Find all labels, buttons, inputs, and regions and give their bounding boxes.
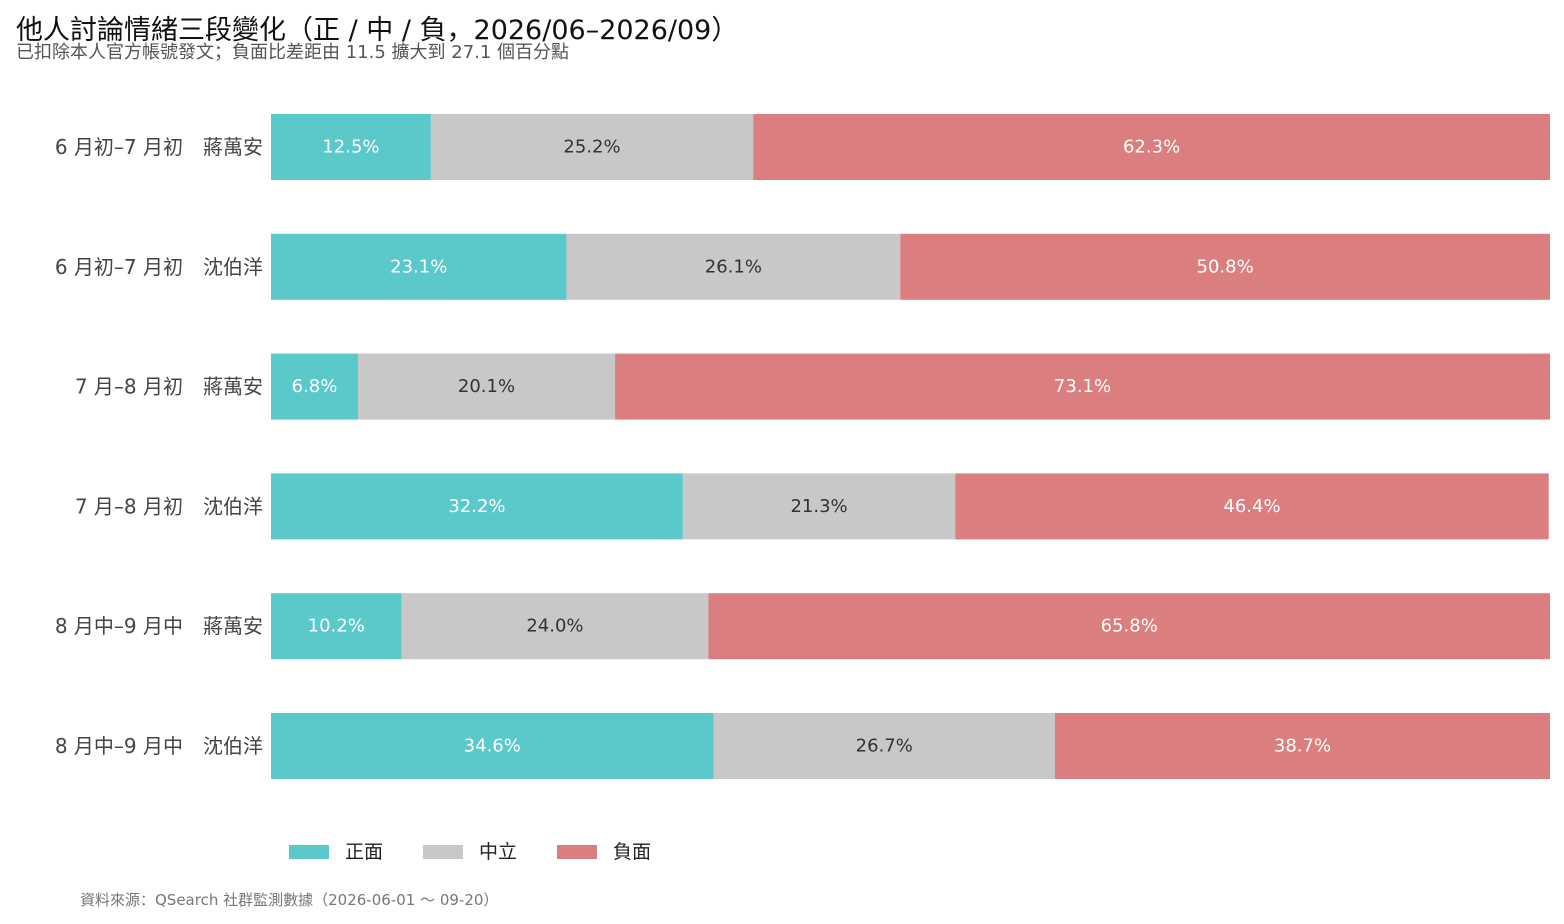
bar-segment	[271, 233, 567, 300]
bar-segment	[430, 114, 754, 180]
legend-swatch	[289, 845, 329, 859]
bar-segment	[708, 593, 1550, 660]
bar-segment	[615, 353, 1550, 420]
data-label: 25.2%	[563, 137, 620, 158]
data-label: 12.5%	[322, 137, 379, 158]
category-label: 8 月中–9 月中 蔣萬安	[55, 614, 263, 638]
data-label: 34.6%	[464, 736, 521, 757]
data-label: 73.1%	[1054, 376, 1111, 397]
bar-segment	[900, 233, 1550, 300]
chart-title: 他人討論情緒三段變化（正 / 中 / 負，2026/06–2026/09）	[16, 15, 739, 46]
bar-segment	[1055, 713, 1550, 779]
data-label: 46.4%	[1223, 496, 1280, 517]
bar-segment	[271, 353, 358, 420]
data-label: 23.1%	[390, 256, 447, 277]
data-label: 20.1%	[458, 376, 515, 397]
bar-segment	[753, 114, 1550, 180]
data-label: 62.3%	[1123, 137, 1180, 158]
bar-segment	[682, 473, 956, 540]
legend-swatch	[557, 845, 597, 859]
bar-segment	[271, 473, 683, 540]
bar-segment	[955, 473, 1549, 540]
chart-subtitle: 已扣除本人官方帳號發文；負面比差距由 11.5 擴大到 27.1 個百分點	[16, 42, 570, 63]
data-label: 10.2%	[308, 616, 365, 637]
bar-segment	[271, 593, 402, 660]
category-label: 7 月–8 月初 沈伯洋	[75, 494, 263, 518]
category-label: 6 月初–7 月初 沈伯洋	[55, 255, 263, 279]
legend-swatch	[423, 845, 463, 859]
data-label: 24.0%	[526, 616, 583, 637]
data-label: 6.8%	[292, 376, 338, 397]
legend-label: 中立	[479, 841, 517, 863]
data-source-note: 資料來源：QSearch 社群監測數據（2026-06-01 ～ 09-20）	[80, 891, 499, 909]
bar-segment	[713, 713, 1056, 779]
data-label: 32.2%	[448, 496, 505, 517]
bar-segment	[271, 713, 714, 779]
bar-segment	[566, 233, 901, 300]
legend-label: 負面	[613, 841, 651, 863]
data-label: 65.8%	[1101, 616, 1158, 637]
data-label: 26.1%	[705, 256, 762, 277]
bar-segment	[357, 353, 616, 420]
data-label: 38.7%	[1274, 736, 1331, 757]
stacked-bar-chart: 6 月初–7 月初 蔣萬安 12.5% 25.2% 62.3% 6 月初–7 月初 沈伯…	[55, 114, 1550, 863]
category-label: 6 月初–7 月初 蔣萬安	[55, 135, 263, 159]
legend-label: 正面	[345, 841, 383, 863]
bar-segment	[271, 114, 431, 180]
category-label: 8 月中–9 月中 沈伯洋	[55, 734, 263, 758]
data-label: 26.7%	[856, 736, 913, 757]
data-label: 21.3%	[790, 496, 847, 517]
category-label: 7 月–8 月初 蔣萬安	[75, 375, 263, 399]
bar-segment	[401, 593, 709, 660]
data-label: 50.8%	[1197, 256, 1254, 277]
